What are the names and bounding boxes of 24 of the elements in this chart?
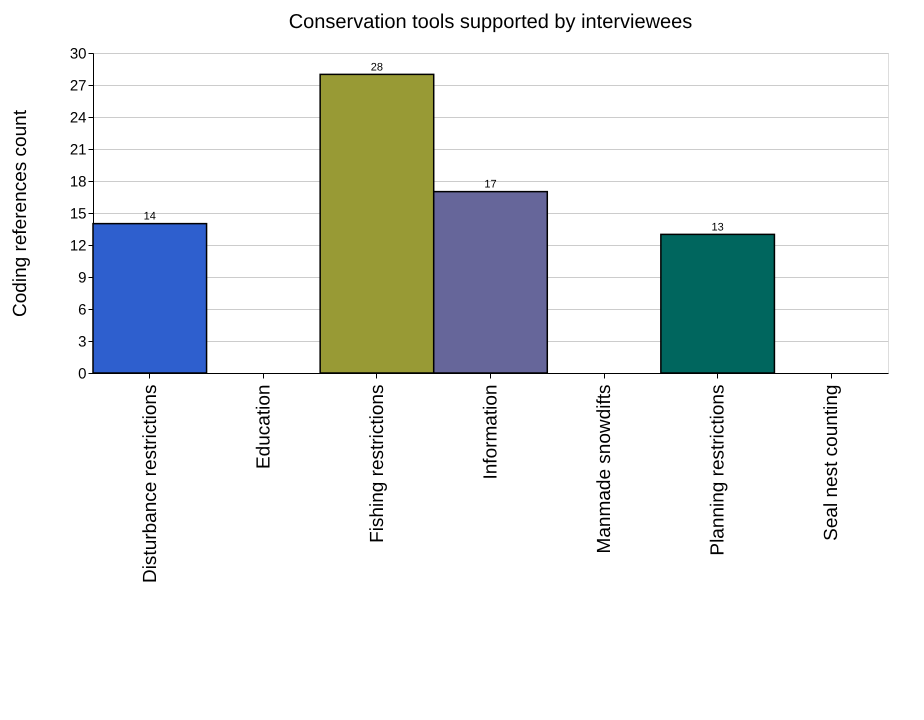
y-tick-label: 9 [78,270,86,286]
data-label: 13 [712,221,724,234]
x-tick-label: Information [480,384,502,480]
chart-title: Conservation tools supported by interviewees [288,11,692,33]
y-tick-label: 27 [70,78,86,94]
data-label: 17 [484,178,497,191]
x-tick-label: Seal nest counting [821,384,842,541]
x-tick-label: Manmade snowdifts [594,384,616,554]
data-label: 14 [144,210,156,223]
x-tick-label: Disturbance restrictions [140,384,161,584]
y-tick-label: 15 [70,206,86,222]
y-tick-label: 21 [70,142,86,158]
y-tick-label: 0 [78,366,86,382]
y-axis-title: Coding references count [10,109,31,318]
y-tick-label: 12 [70,238,86,254]
y-tick-label: 18 [70,174,86,190]
y-tick-label: 6 [78,302,86,318]
y-tick-label: 3 [78,334,86,350]
y-tick-label: 24 [70,110,86,126]
data-label: 28 [370,61,384,74]
y-tick-label: 30 [70,46,86,62]
x-tick-label: Fishing restrictions [366,384,388,543]
x-tick-label: Planning restrictions [708,384,729,556]
x-tick-label: Education [253,384,274,470]
